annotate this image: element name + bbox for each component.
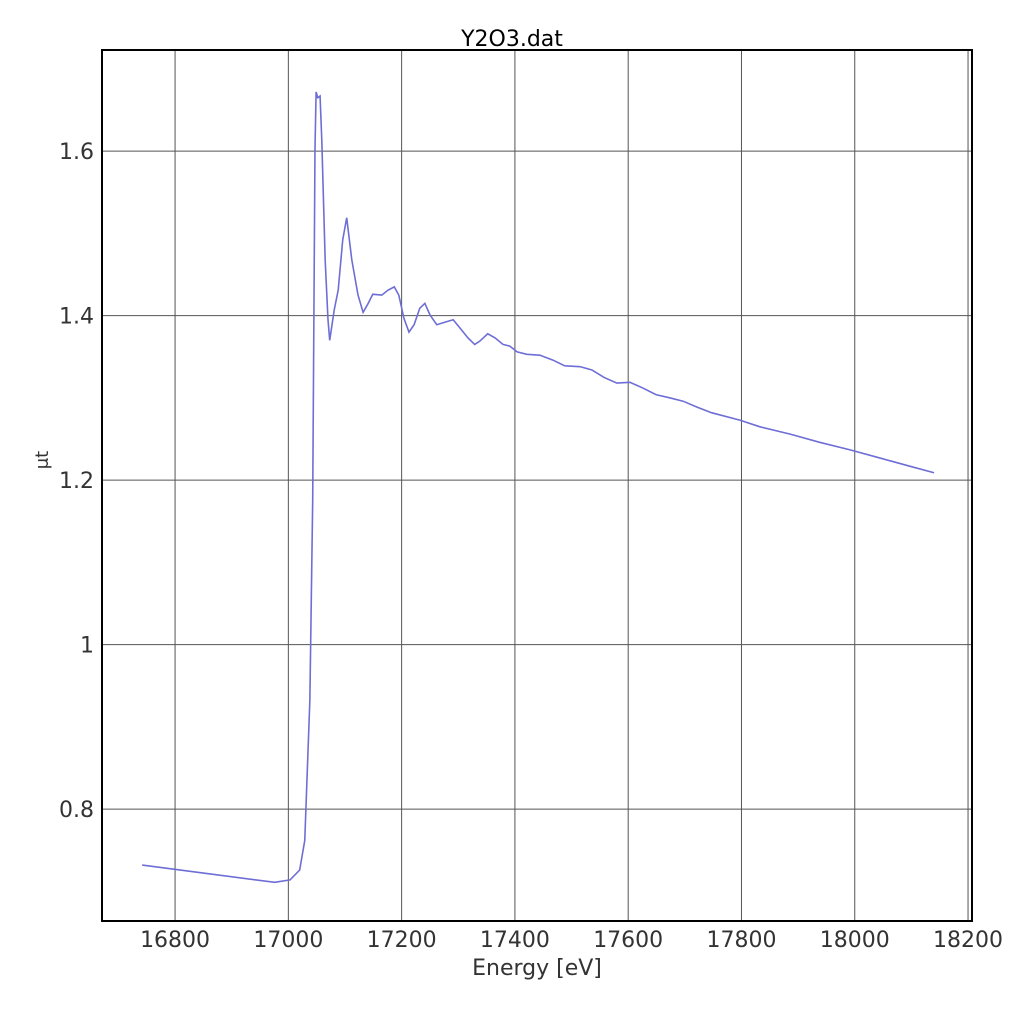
y-tick-label: 1.4 [59, 305, 94, 330]
y-tick-label: 1.6 [59, 140, 94, 165]
x-tick-label: 18200 [933, 928, 1003, 953]
chart-title: Y2O3.dat [460, 27, 563, 52]
y-tick-label: 1.2 [59, 469, 94, 494]
x-tick-label: 18000 [820, 928, 890, 953]
x-tick-label: 17400 [480, 928, 550, 953]
x-tick-label: 16800 [140, 928, 210, 953]
x-tick-label: 17000 [253, 928, 323, 953]
x-tick-label: 17800 [706, 928, 776, 953]
data-line [142, 91, 935, 884]
y-tick-label: 0.8 [59, 798, 94, 823]
x-tick-label: 17600 [593, 928, 663, 953]
x-axis-label: Energy [eV] [472, 956, 602, 981]
x-tick-label: 17200 [367, 928, 437, 953]
plot-frame [101, 49, 973, 922]
y-tick-label: 1 [80, 634, 94, 659]
y-axis-label: μt [32, 451, 53, 470]
